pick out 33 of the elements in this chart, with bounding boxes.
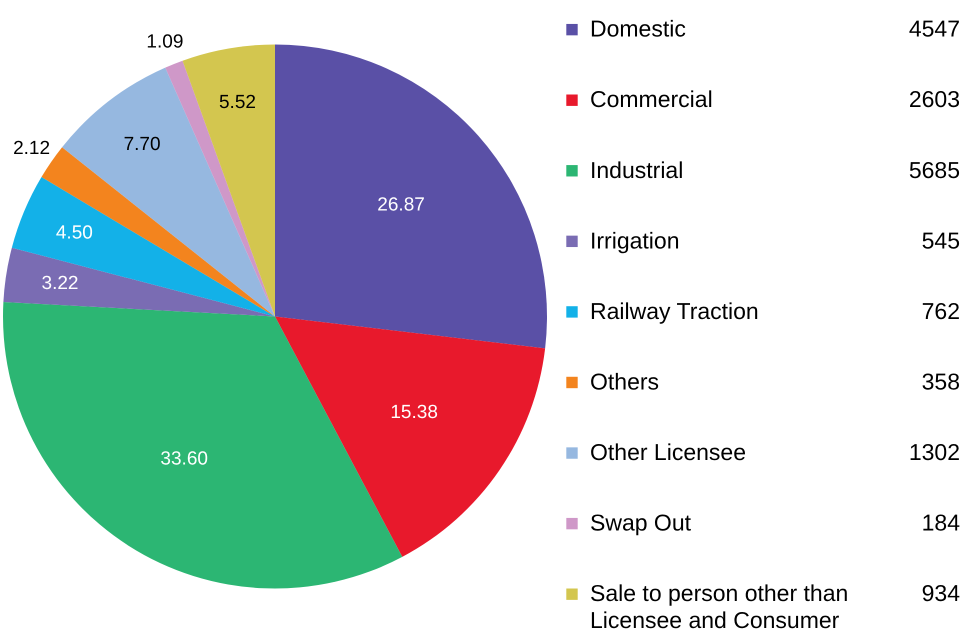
legend-label: Swap Out: [590, 510, 692, 536]
text: 358: [922, 368, 960, 394]
data-label: 5.52: [218, 92, 256, 114]
text: 1302: [908, 439, 960, 466]
pie-slice: [182, 44, 275, 316]
legend-label: Other Licensee: [590, 439, 746, 466]
text: 762: [922, 298, 960, 324]
legend-label: Irrigation: [590, 227, 680, 254]
data-label: 4.50: [56, 222, 93, 244]
legend-label: Commercial: [590, 86, 713, 112]
legend-label: Domestic: [590, 16, 686, 42]
data-label: 33.60: [160, 448, 208, 470]
text: 2603: [908, 86, 960, 112]
legend-label: Railway Traction: [590, 298, 759, 324]
text: 5685: [908, 156, 960, 183]
pie-slice: [165, 60, 275, 316]
pie-slice: [12, 177, 275, 316]
legend-label: Sale to person other than Licensee and Consumer: [590, 580, 848, 633]
pie-slice: [275, 316, 546, 557]
text: 184: [922, 510, 960, 536]
text: 4547: [908, 16, 960, 42]
legend-label: Others: [590, 368, 660, 394]
text: 934: [922, 580, 960, 606]
data-label: 26.87: [377, 194, 425, 216]
pie-slice: [275, 44, 547, 348]
data-label: 1.09: [146, 32, 184, 53]
data-label: 15.38: [390, 402, 438, 423]
legend-label: Industrial: [590, 156, 684, 183]
pie-slice: [3, 248, 275, 316]
data-label: 3.22: [42, 273, 78, 294]
data-label: 7.70: [124, 134, 161, 156]
text: 545: [922, 227, 960, 254]
data-label: 2.12: [13, 138, 50, 160]
